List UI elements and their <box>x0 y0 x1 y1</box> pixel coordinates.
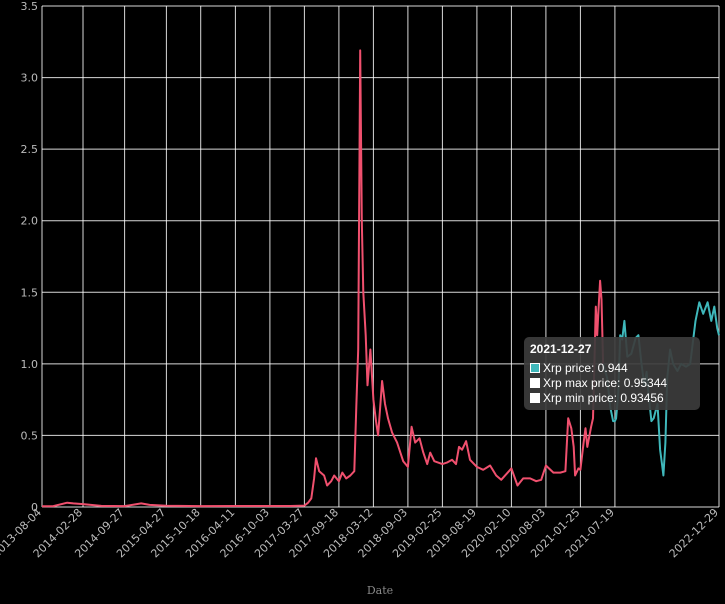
y-tick-label: 1.5 <box>21 286 39 299</box>
y-tick-label: 2.0 <box>21 215 39 228</box>
tooltip-swatch-max <box>530 377 540 388</box>
tooltip-date: 2021-12-27 <box>530 342 592 356</box>
tooltip-row-max: Xrp max price: 0.95344 <box>530 375 694 390</box>
tooltip-price-label: Xrp price: 0.944 <box>543 360 628 375</box>
x-axis-ticks: 2013-08-042014-02-282014-09-272015-04-27… <box>0 506 721 560</box>
y-tick-label: 2.5 <box>21 143 39 156</box>
tooltip-min-label: Xrp min price: 0.93456 <box>543 390 664 405</box>
y-tick-label: 1.0 <box>21 358 39 371</box>
y-axis-ticks: 0 0.5 1.0 1.5 2.0 2.5 3.0 3.5 <box>21 0 39 514</box>
tooltip-max-label: Xrp max price: 0.95344 <box>543 375 668 390</box>
y-tick-label: 0.5 <box>21 429 39 442</box>
tooltip-row-price: Xrp price: 0.944 <box>530 360 694 375</box>
xrp-price-line-red <box>41 49 605 508</box>
x-axis-label: Date <box>367 584 393 597</box>
tooltip-row-min: Xrp min price: 0.93456 <box>530 390 694 405</box>
x-tick-label: 2022-12-29 <box>667 506 721 560</box>
y-tick-label: 0 <box>31 501 38 514</box>
y-tick-label: 3.0 <box>21 72 39 85</box>
grid <box>41 5 720 508</box>
series-layer <box>41 49 720 508</box>
y-tick-label: 3.5 <box>21 0 39 13</box>
hover-tooltip: 2021-12-27 Xrp price: 0.944 Xrp max pric… <box>524 337 700 410</box>
tooltip-swatch-price <box>530 362 540 373</box>
tooltip-swatch-min <box>530 392 540 403</box>
